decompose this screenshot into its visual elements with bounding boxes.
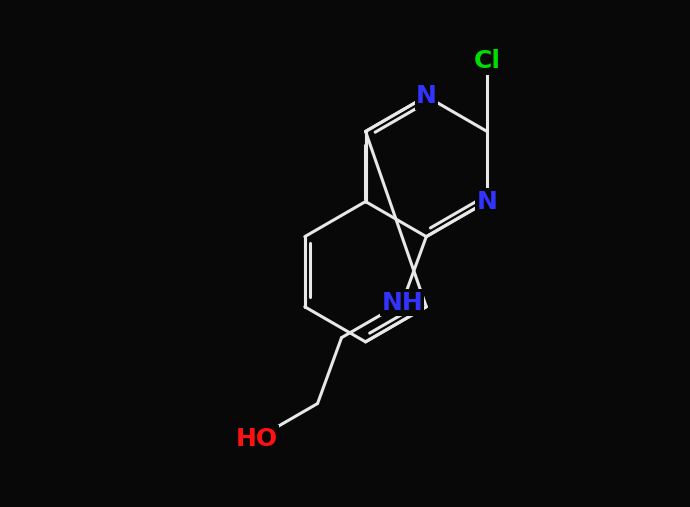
Text: Cl: Cl: [473, 49, 500, 73]
Text: N: N: [416, 84, 437, 108]
Text: HO: HO: [236, 426, 278, 451]
Text: N: N: [477, 190, 497, 213]
Text: NH: NH: [382, 291, 423, 314]
